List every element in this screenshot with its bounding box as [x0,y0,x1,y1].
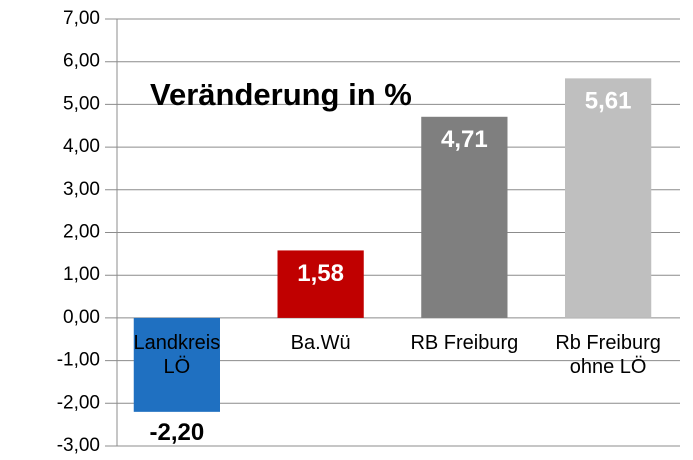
y-tick-label: 0,00 [63,307,100,328]
bar [565,78,652,318]
y-tick-label: 4,00 [63,136,100,157]
y-tick-label: 3,00 [63,179,100,200]
value-label: -2,20 [150,419,205,446]
x-tick-label: Rb Freiburg ohne LÖ [555,332,661,378]
y-tick-label: 6,00 [63,51,100,72]
y-tick-label: -2,00 [57,392,100,413]
bar [421,116,508,318]
bar [277,250,364,318]
y-tick-label: 2,00 [63,222,100,243]
y-tick-label: 7,00 [63,8,100,29]
x-tick-label: RB Freiburg [410,332,519,354]
x-tick-label: Landkreis LÖ [133,332,221,378]
value-label: 1,58 [297,260,344,287]
bar [133,317,220,412]
y-tick-label: 5,00 [63,93,100,114]
y-tick-label: 1,00 [63,264,100,285]
annotation: Veränderung in % [150,77,412,112]
y-tick-label: -1,00 [57,350,100,371]
y-tick-label: -3,00 [57,435,100,456]
value-label: 5,61 [585,88,632,115]
value-label: 4,71 [441,126,488,153]
x-tick-label: Ba.Wü [290,332,351,354]
